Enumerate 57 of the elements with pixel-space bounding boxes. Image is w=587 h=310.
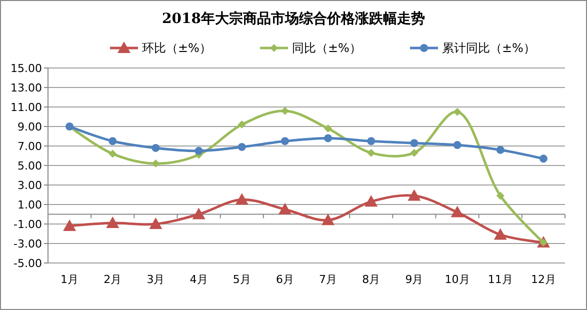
x-tick-label: 4月 [190,273,208,286]
point [539,154,548,163]
legend-label: 同比（±%） [292,41,362,56]
x-tick-label: 8月 [362,273,380,286]
y-tick-label: 13.00 [10,81,42,94]
point [194,146,203,155]
point [324,134,332,142]
point [238,142,246,151]
x-tick-label: 6月 [276,273,294,286]
y-tick-label: 11.00 [10,100,42,114]
x-tick-label: 11月 [488,273,513,286]
point [238,120,246,129]
point [278,202,292,214]
point [364,195,378,207]
point [367,148,376,157]
x-tick-label: 1月 [60,273,79,286]
point [108,137,117,146]
y-tick-label: 5.00 [18,159,42,172]
x-tick-label: 7月 [319,273,338,286]
x-tick-label: 12月 [530,273,556,286]
point [280,137,289,146]
point [63,219,76,231]
y-tick-label: 15.00 [10,62,42,75]
x-tick-label: 10月 [444,273,470,286]
legend-label: 环比（±%） [142,41,212,56]
point [152,144,160,152]
point [235,193,248,205]
y-tick-label: -5.00 [14,256,42,270]
point [367,137,376,146]
x-tick-label: 3月 [146,273,165,286]
point [494,228,507,240]
point [192,208,206,220]
point [410,139,418,148]
point [152,160,160,168]
point [108,150,117,158]
point [450,206,464,218]
point [149,218,162,229]
point [496,146,504,154]
legend-label: 累计同比（±%） [442,41,536,56]
point [453,108,462,116]
point [106,216,120,228]
x-tick-label: 5月 [232,273,251,286]
y-tick-label: 9.00 [18,120,42,134]
point [496,192,504,200]
y-tick-label: 1.00 [18,198,42,212]
y-tick-label: 3.00 [18,178,42,192]
x-tick-label: 2月 [104,273,122,286]
point [453,141,462,150]
chart-title: 2018年大宗商品市场综合价格涨跌幅走势 [162,10,425,27]
y-tick-label: -3.00 [14,237,42,250]
point [322,214,335,226]
y-tick-label: 7.00 [18,140,42,153]
point [408,189,421,201]
point [410,148,418,157]
x-tick-label: 9月 [405,273,424,286]
y-tick-label: -1.00 [14,218,42,231]
point [324,124,332,132]
